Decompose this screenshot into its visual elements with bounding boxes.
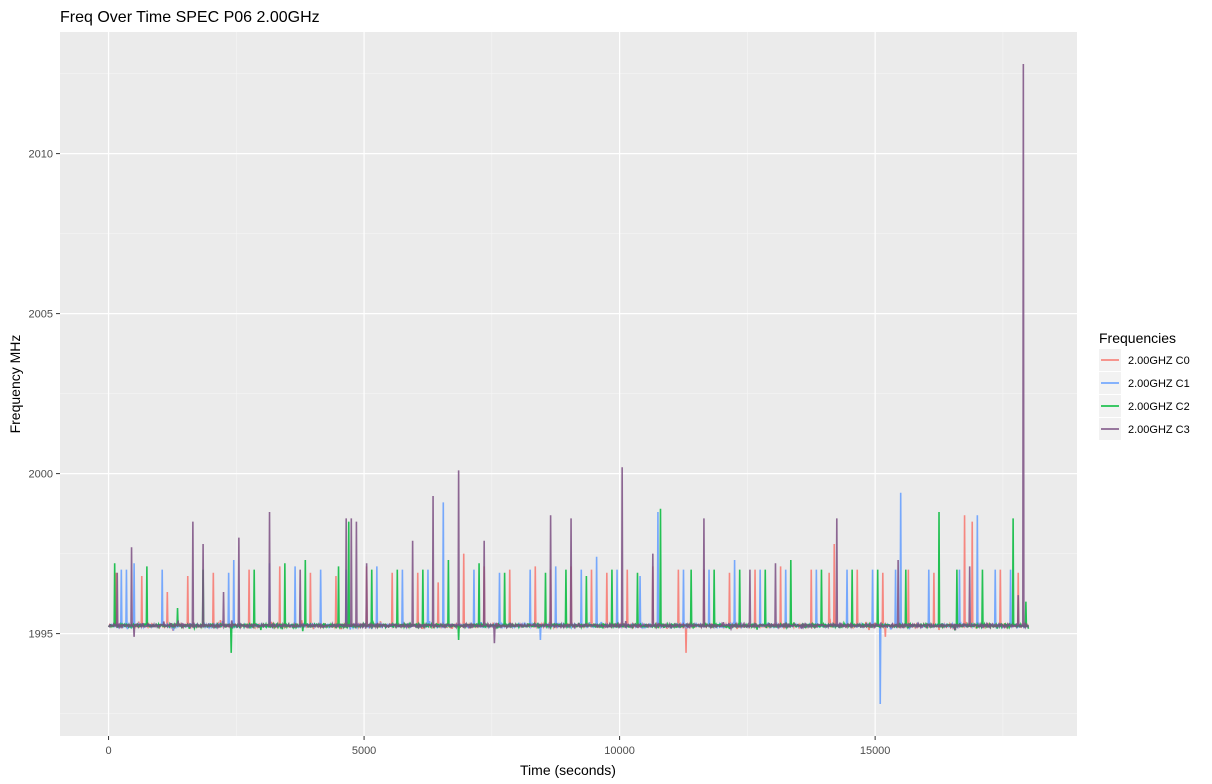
legend-label: 2.00GHZ C0 [1128, 355, 1190, 367]
y-tick-label: 2010 [29, 149, 53, 161]
x-tick-label: 0 [105, 745, 111, 757]
y-axis: 1995 2000 2005 2010 [29, 149, 60, 641]
series-line-2-00ghz-c3 [107, 63, 1029, 644]
chart-title: Freq Over Time SPEC P06 2.00GHz [60, 9, 320, 26]
x-tick-label: 10000 [604, 745, 635, 757]
x-axis-title: Time (seconds) [520, 762, 616, 778]
series-layer [107, 63, 1030, 705]
x-axis: 0 5000 10000 15000 [105, 736, 890, 757]
x-tick-label: 5000 [352, 745, 376, 757]
plot-panel [60, 32, 1077, 736]
x-tick-label: 15000 [860, 745, 891, 757]
y-axis-title: Frequency MHz [7, 335, 23, 434]
legend-label: 2.00GHZ C3 [1128, 424, 1190, 436]
y-tick-label: 1995 [29, 629, 53, 641]
legend-label: 2.00GHZ C1 [1128, 378, 1190, 390]
grid-minor [60, 32, 1077, 736]
legend: Frequencies 2.00GHZ C0 2.00GHZ C1 2.00GHZ … [1099, 330, 1190, 440]
y-tick-label: 2000 [29, 469, 53, 481]
legend-label: 2.00GHZ C2 [1128, 401, 1190, 413]
legend-title: Frequencies [1099, 330, 1176, 346]
grid-major [60, 32, 1077, 736]
y-tick-label: 2005 [29, 309, 53, 321]
